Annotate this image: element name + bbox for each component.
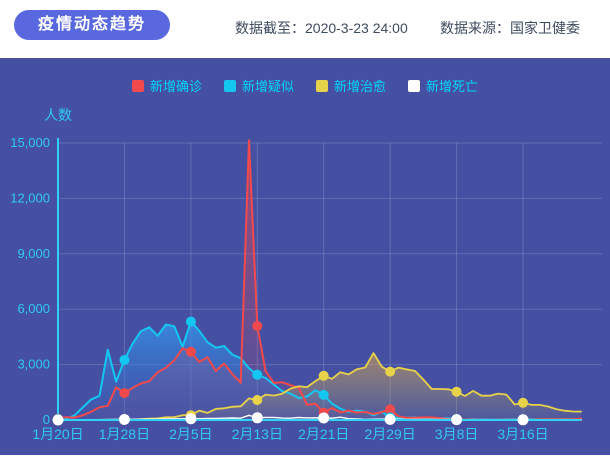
- series-markers: [52, 316, 529, 426]
- suspected-legend-swatch: [223, 79, 236, 92]
- svg-text:2月21日: 2月21日: [298, 426, 349, 442]
- chart-legend: 新增确诊 新增疑似 新增治愈 新增死亡: [0, 76, 610, 95]
- svg-text:2月29日: 2月29日: [364, 426, 415, 442]
- svg-text:3月16日: 3月16日: [497, 426, 548, 442]
- marker-deaths: [185, 413, 197, 425]
- chart-panel: 0 3,000 6,000 9,000 12,000 15,000 人数 1月20日 1月28日…: [0, 58, 610, 455]
- legend-item-deaths[interactable]: 新增死亡: [408, 76, 478, 95]
- data-source-label: 数据来源：国家卫健委: [440, 20, 580, 36]
- marker-confirmed: [385, 404, 396, 415]
- legend-item-confirmed[interactable]: 新增确诊: [131, 76, 202, 95]
- svg-text:9,000: 9,000: [17, 246, 50, 261]
- svg-text:2月13日: 2月13日: [232, 426, 283, 442]
- marker-deaths: [451, 414, 463, 426]
- svg-text:15,000: 15,000: [10, 135, 50, 150]
- confirmed-legend-label: 新增确诊: [149, 79, 202, 94]
- data-cutoff-label: 数据截至：2020-3-23 24:00: [235, 20, 408, 36]
- marker-cured: [318, 370, 329, 381]
- legend-item-cured[interactable]: 新增治愈: [316, 76, 386, 95]
- trend-chart[interactable]: 0 3,000 6,000 9,000 12,000 15,000 人数 1月20日 1月28日…: [0, 58, 610, 455]
- y-axis-labels: 0 3,000 6,000 9,000 12,000 15,000 人数: [10, 107, 72, 427]
- marker-deaths: [318, 412, 330, 424]
- marker-cured: [518, 397, 528, 408]
- marker-deaths: [517, 414, 529, 426]
- svg-text:3月8日: 3月8日: [435, 426, 479, 442]
- marker-cured: [385, 366, 396, 377]
- marker-cured: [252, 395, 263, 405]
- x-axis-labels: 1月20日 1月28日 2月5日 2月13日 2月21日 2月29日 3月8日 3月16日: [32, 426, 548, 442]
- marker-suspected: [252, 369, 263, 380]
- legend-item-suspected[interactable]: 新增疑似: [223, 76, 294, 95]
- marker-deaths: [118, 414, 130, 425]
- marker-suspected: [318, 389, 329, 400]
- svg-text:12,000: 12,000: [10, 190, 50, 205]
- deaths-legend-label: 新增死亡: [426, 79, 479, 94]
- marker-confirmed: [252, 321, 263, 331]
- marker-deaths: [52, 414, 64, 426]
- marker-confirmed: [119, 388, 130, 399]
- y-axis-title: 人数: [44, 107, 72, 123]
- cured-legend-label: 新增治愈: [334, 79, 387, 94]
- deaths-legend-swatch: [408, 79, 421, 92]
- marker-suspected: [185, 316, 196, 327]
- grid-lines: [58, 142, 602, 420]
- series-area-cured: [58, 353, 582, 420]
- marker-suspected: [119, 355, 130, 365]
- confirmed-legend-swatch: [131, 79, 144, 92]
- marker-deaths: [384, 413, 396, 425]
- svg-text:2月5日: 2月5日: [169, 426, 213, 442]
- marker-confirmed: [185, 346, 196, 357]
- marker-deaths: [251, 412, 263, 424]
- marker-cured: [451, 386, 462, 397]
- page-title: 疫情动态趋势: [14, 10, 171, 40]
- suspected-legend-label: 新增疑似: [241, 79, 294, 94]
- svg-text:3,000: 3,000: [17, 357, 50, 372]
- svg-text:1月28日: 1月28日: [99, 426, 150, 442]
- svg-text:0: 0: [43, 412, 50, 427]
- svg-text:1月20日: 1月20日: [32, 426, 83, 442]
- cured-legend-swatch: [316, 79, 328, 92]
- page-header: 疫情动态趋势 数据截至：2020-3-23 24:00 数据来源：国家卫健委: [0, 0, 610, 58]
- svg-text:6,000: 6,000: [17, 301, 50, 316]
